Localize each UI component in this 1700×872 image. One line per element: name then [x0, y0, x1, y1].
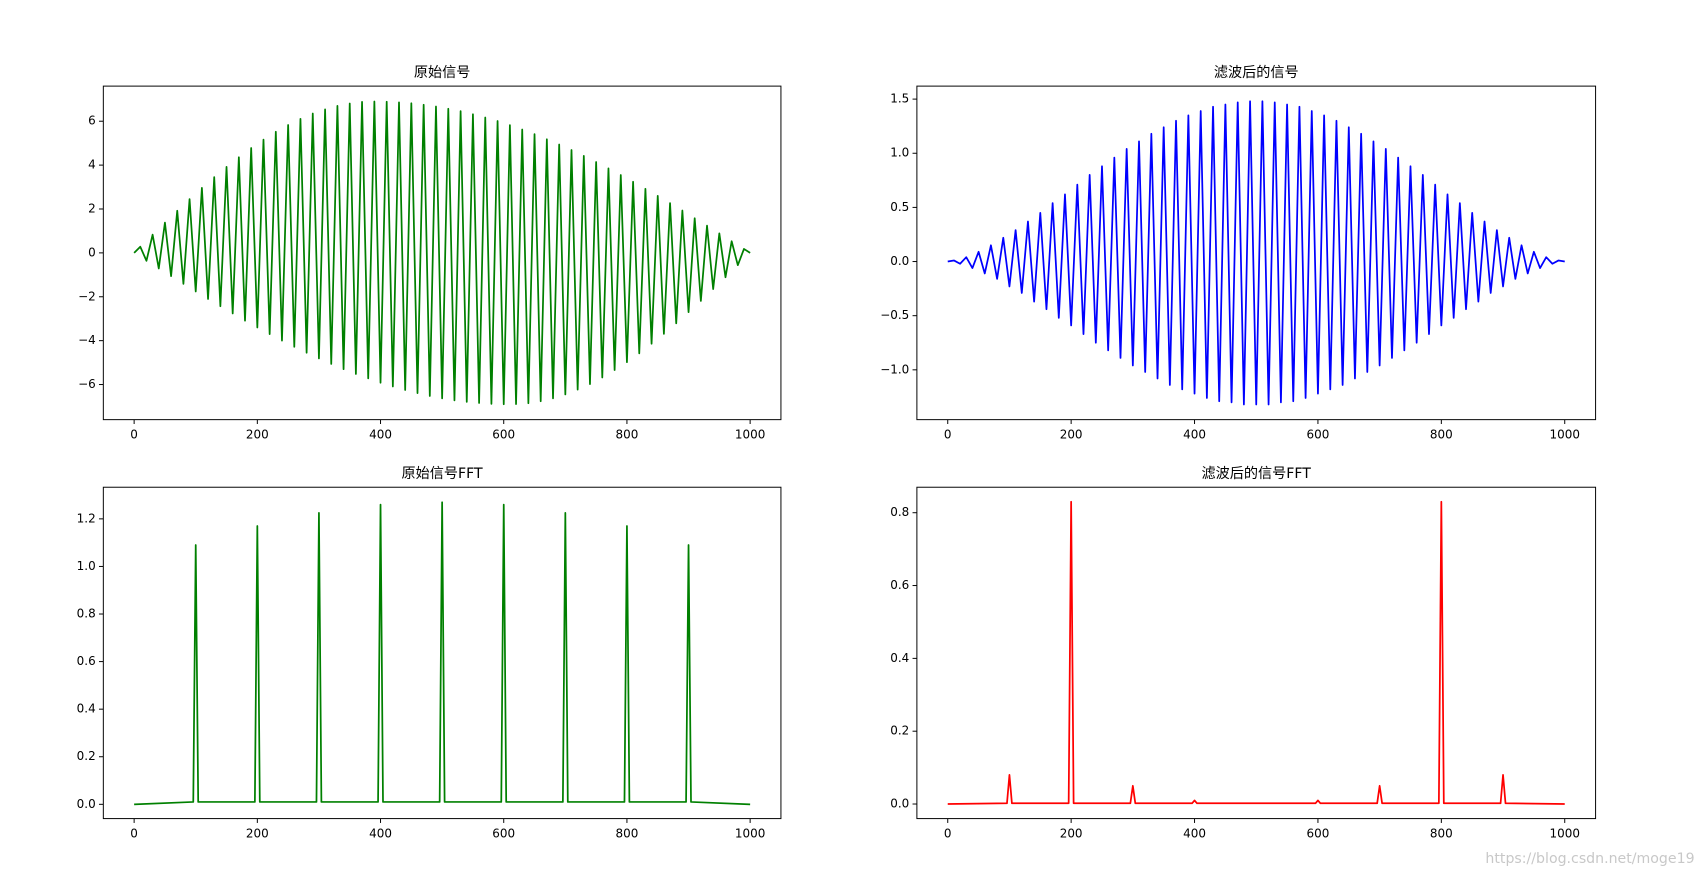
- y-tick-label: 0.6: [890, 578, 909, 592]
- x-tick-label: 800: [1430, 826, 1453, 840]
- watermark: https://blog.csdn.net/moge19: [1485, 851, 1694, 867]
- x-tick-label: 400: [1183, 826, 1206, 840]
- x-tick-label: 0: [130, 427, 138, 441]
- x-tick-label: 200: [1060, 427, 1083, 441]
- y-tick-label: −0.5: [880, 308, 909, 322]
- y-tick-label: 0: [88, 245, 96, 259]
- data-line: [134, 501, 751, 806]
- y-tick-label: 1.0: [890, 146, 909, 160]
- y-tick-label: 0.0: [890, 254, 909, 268]
- y-tick-label: 0.4: [890, 651, 909, 665]
- y-tick-label: 0.4: [77, 702, 96, 716]
- y-tick-label: −1.0: [880, 362, 909, 376]
- y-tick-label: 1.0: [77, 559, 96, 573]
- x-tick-label: 200: [246, 427, 269, 441]
- y-tick-label: 4: [88, 158, 96, 172]
- chart-title: 滤波后的信号FFT: [1202, 466, 1312, 482]
- x-tick-label: 1000: [735, 826, 765, 840]
- chart-title: 原始信号FFT: [402, 466, 483, 482]
- y-tick-label: −6: [78, 377, 96, 391]
- y-tick-label: 1.5: [890, 92, 909, 106]
- data-line: [133, 100, 751, 406]
- y-tick-label: −2: [78, 289, 96, 303]
- y-tick-label: −4: [78, 333, 96, 347]
- y-tick-label: 0.2: [77, 749, 96, 763]
- x-tick-label: 600: [1307, 427, 1330, 441]
- chart-title: 原始信号: [414, 65, 471, 81]
- y-tick-label: 0.5: [890, 200, 909, 214]
- x-tick-label: 400: [369, 427, 392, 441]
- data-line: [947, 500, 1565, 805]
- x-tick-label: 400: [1183, 427, 1206, 441]
- y-tick-label: 2: [88, 201, 96, 215]
- x-tick-label: 0: [130, 826, 138, 840]
- x-tick-label: 600: [492, 826, 515, 840]
- x-tick-label: 200: [1060, 826, 1083, 840]
- x-tick-label: 800: [616, 427, 639, 441]
- y-tick-label: 0.2: [890, 724, 909, 738]
- y-tick-label: 6: [88, 114, 96, 128]
- x-tick-label: 600: [1307, 826, 1330, 840]
- x-tick-label: 800: [1430, 427, 1453, 441]
- x-tick-label: 1000: [1550, 826, 1580, 840]
- x-tick-label: 600: [492, 427, 515, 441]
- axes-frame: [916, 85, 1597, 421]
- axes-frame: [102, 486, 782, 820]
- y-tick-label: 0.8: [77, 607, 96, 621]
- x-tick-label: 800: [616, 826, 639, 840]
- y-tick-label: 0.6: [77, 654, 96, 668]
- y-tick-label: 1.2: [77, 511, 96, 525]
- y-tick-label: 0.0: [890, 797, 909, 811]
- x-tick-label: 400: [369, 826, 392, 840]
- y-tick-label: 0.0: [77, 797, 96, 811]
- y-tick-label: 0.8: [890, 505, 909, 519]
- data-line: [947, 100, 1565, 406]
- axes-frame: [916, 486, 1597, 820]
- x-tick-label: 1000: [1550, 427, 1580, 441]
- x-tick-label: 0: [944, 826, 952, 840]
- chart-title: 滤波后的信号: [1214, 65, 1299, 81]
- x-tick-label: 0: [944, 427, 952, 441]
- x-tick-label: 1000: [735, 427, 765, 441]
- x-tick-label: 200: [246, 826, 269, 840]
